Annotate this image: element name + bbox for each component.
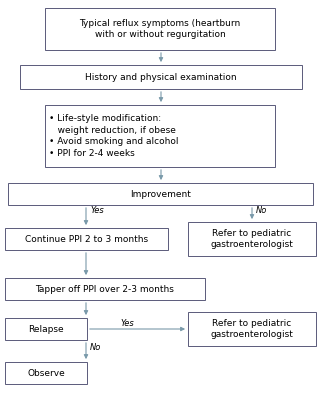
- Text: Yes: Yes: [120, 318, 134, 327]
- Text: Observe: Observe: [27, 368, 65, 377]
- Text: Yes: Yes: [90, 206, 104, 214]
- Text: No: No: [90, 344, 101, 353]
- FancyBboxPatch shape: [45, 105, 275, 167]
- Text: Refer to pediatric
gastroenterologist: Refer to pediatric gastroenterologist: [211, 319, 293, 339]
- Text: Refer to pediatric
gastroenterologist: Refer to pediatric gastroenterologist: [211, 229, 293, 249]
- FancyBboxPatch shape: [188, 222, 316, 256]
- Text: History and physical examination: History and physical examination: [85, 72, 237, 82]
- FancyBboxPatch shape: [45, 8, 275, 50]
- Text: • Life-style modification:
   weight reduction, if obese
• Avoid smoking and alc: • Life-style modification: weight reduct…: [49, 114, 179, 158]
- FancyBboxPatch shape: [5, 228, 168, 250]
- FancyBboxPatch shape: [20, 65, 302, 89]
- Text: No: No: [256, 206, 267, 214]
- Text: Typical reflux symptoms (heartburn
with or without regurgitation: Typical reflux symptoms (heartburn with …: [79, 19, 241, 39]
- FancyBboxPatch shape: [5, 362, 87, 384]
- Text: Relapse: Relapse: [28, 325, 64, 333]
- Text: Continue PPI 2 to 3 months: Continue PPI 2 to 3 months: [25, 234, 148, 243]
- Text: Improvement: Improvement: [130, 190, 191, 199]
- FancyBboxPatch shape: [5, 278, 205, 300]
- FancyBboxPatch shape: [8, 183, 313, 205]
- Text: Tapper off PPI over 2-3 months: Tapper off PPI over 2-3 months: [36, 284, 174, 294]
- FancyBboxPatch shape: [5, 318, 87, 340]
- FancyBboxPatch shape: [188, 312, 316, 346]
